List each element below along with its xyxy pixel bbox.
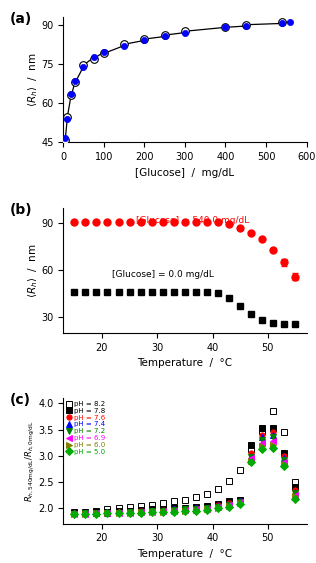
Text: (a): (a) [10, 12, 32, 26]
Y-axis label: $\langle R_h \rangle$  /  nm: $\langle R_h \rangle$ / nm [26, 243, 40, 298]
Text: (b): (b) [10, 203, 32, 217]
Legend: pH = 8.2, pH = 7.8, pH = 7.6, pH = 7.4, pH = 7.2, pH = 6.9, pH = 6.0, pH = 5.0: pH = 8.2, pH = 7.8, pH = 7.6, pH = 7.4, … [65, 400, 106, 455]
Y-axis label: $\langle R_h \rangle$  /  nm: $\langle R_h \rangle$ / nm [26, 52, 40, 107]
Text: [Glucose] = 540.0 mg/dL: [Glucose] = 540.0 mg/dL [136, 216, 249, 225]
Text: [Glucose] = 0.0 mg/dL: [Glucose] = 0.0 mg/dL [112, 270, 214, 279]
X-axis label: [Glucose]  /  mg/dL: [Glucose] / mg/dL [135, 168, 234, 177]
Y-axis label: $R_{h,540\mathrm{mg/dL}}$/$R_{h,0\mathrm{mg/dL}}$: $R_{h,540\mathrm{mg/dL}}$/$R_{h,0\mathrm… [23, 420, 37, 502]
X-axis label: Temperature  /  °C: Temperature / °C [137, 549, 233, 559]
Text: (c): (c) [10, 393, 31, 407]
X-axis label: Temperature  /  °C: Temperature / °C [137, 358, 233, 368]
